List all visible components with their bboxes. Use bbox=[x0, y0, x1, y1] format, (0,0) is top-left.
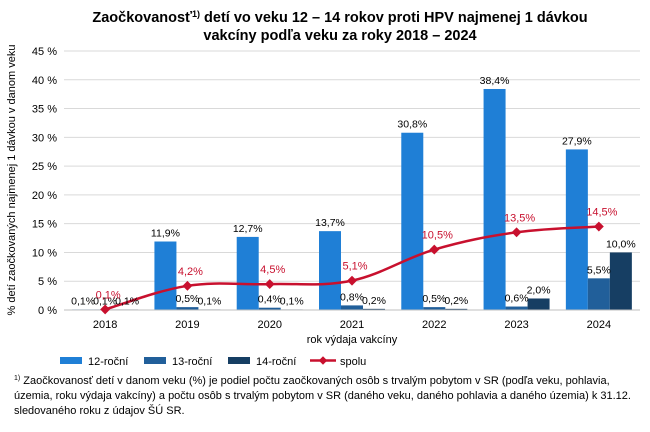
legend-label: spolu bbox=[340, 356, 366, 368]
bar-value-label: 0,1% bbox=[197, 295, 221, 307]
legend-label: 14-roční bbox=[256, 356, 296, 368]
chart: 0 % 5 % 10 % 15 % 20 % 25 % 30 % 35 % 40 % 45 % 20… bbox=[6, 45, 640, 368]
bar bbox=[401, 132, 424, 310]
chart-title: Zaočkovanosť1) detí vo veku 12 – 14 roko… bbox=[40, 9, 640, 45]
x-tick-label: 2020 bbox=[257, 319, 281, 331]
x-tick-label: 2024 bbox=[587, 319, 611, 331]
line-series bbox=[100, 221, 604, 315]
y-tick-label: 10 % bbox=[32, 247, 57, 259]
bar bbox=[587, 278, 610, 310]
gridlines bbox=[64, 50, 640, 282]
bar-value-label: 2,0% bbox=[527, 284, 551, 296]
y-tick-label: 5 % bbox=[38, 276, 57, 288]
x-tick-label: 2018 bbox=[93, 319, 117, 331]
line-value-label: 4,5% bbox=[260, 264, 285, 276]
chart-title-line-2: vakcíny podľa veku za roky 2018 – 2024 bbox=[203, 28, 477, 44]
bar-value-label: 0,2% bbox=[362, 295, 386, 307]
line-point bbox=[264, 279, 275, 290]
bar bbox=[565, 149, 588, 310]
footnote-text: Zaočkovanosť detí v danom veku (%) je po… bbox=[14, 375, 631, 417]
bar-value-label: 5,5% bbox=[587, 264, 611, 276]
line-point bbox=[429, 244, 440, 255]
bar bbox=[176, 307, 199, 310]
y-tick-label: 45 % bbox=[32, 46, 57, 58]
y-tick-label: 15 % bbox=[32, 219, 57, 231]
footnote: 1) Zaočkovanosť detí v danom veku (%) je… bbox=[14, 374, 639, 419]
line-point bbox=[182, 280, 193, 291]
bar-value-label: 13,7% bbox=[315, 217, 345, 229]
bar-value-label: 38,4% bbox=[480, 75, 510, 87]
bar-value-label: 27,9% bbox=[562, 135, 592, 147]
bar bbox=[505, 306, 528, 310]
chart-title-part-1: Zaočkovanosť bbox=[92, 10, 192, 26]
legend-label: 12-roční bbox=[88, 356, 128, 368]
bar-value-label: 10,0% bbox=[606, 238, 636, 250]
bar bbox=[483, 88, 506, 310]
line-value-label: 5,1% bbox=[342, 261, 367, 273]
y-tick-label: 35 % bbox=[32, 104, 57, 116]
line-point bbox=[347, 275, 357, 286]
chart-title-line-1: Zaočkovanosť1) detí vo veku 12 – 14 roko… bbox=[40, 9, 640, 27]
line-value-label: 14,5% bbox=[586, 207, 617, 219]
bar bbox=[363, 308, 385, 310]
bar-value-label: 0,5% bbox=[422, 293, 446, 305]
line-value-label: 10,5% bbox=[422, 230, 453, 242]
bar-value-label: 0,8% bbox=[340, 291, 364, 303]
bar-value-label: 0,4% bbox=[258, 294, 282, 306]
legend-marker bbox=[318, 356, 328, 365]
bar-value-label: 0,1% bbox=[280, 295, 304, 307]
axes: 0 % 5 % 10 % 15 % 20 % 25 % 30 % 35 % 40 % 45 % 20… bbox=[32, 46, 640, 331]
bar bbox=[445, 308, 468, 310]
line-point bbox=[511, 227, 522, 238]
y-tick-label: 0 % bbox=[38, 305, 57, 317]
bar-value-label: 0,5% bbox=[175, 293, 199, 305]
x-tick-label: 2022 bbox=[422, 319, 446, 331]
y-axis-label: % detí zaočkovaných najmenej 1 dávkou v … bbox=[6, 45, 18, 316]
chart-title-part-2: detí vo veku 12 – 14 rokov proti HPV naj… bbox=[200, 10, 588, 26]
bar-value-label: 0,1% bbox=[71, 295, 95, 307]
legend-label: 13-roční bbox=[172, 356, 212, 368]
x-axis-label: rok výdaja vakcíny bbox=[307, 334, 398, 346]
bar bbox=[527, 298, 550, 310]
line-value-label: 13,5% bbox=[504, 212, 535, 224]
line-value-label: 4,2% bbox=[178, 266, 203, 278]
bar bbox=[423, 307, 446, 310]
legend: 12-roční 13-roční 14-roční spolu bbox=[60, 356, 366, 368]
bar-value-label: 0,1% bbox=[115, 295, 139, 307]
y-tick-label: 40 % bbox=[32, 75, 57, 87]
legend-swatch bbox=[60, 357, 82, 364]
bar-value-label: 0,1% bbox=[93, 295, 117, 307]
x-tick-label: 2021 bbox=[340, 319, 364, 331]
bars bbox=[72, 88, 632, 310]
line-point bbox=[593, 221, 604, 232]
y-tick-label: 20 % bbox=[32, 190, 57, 202]
x-tick-label: 2019 bbox=[175, 319, 199, 331]
bar-value-label: 11,9% bbox=[151, 228, 180, 240]
y-tick-label: 30 % bbox=[32, 132, 57, 144]
legend-swatch bbox=[144, 357, 166, 364]
bar-value-label: 12,7% bbox=[233, 223, 263, 235]
footnote-marker: 1) bbox=[14, 375, 21, 382]
bar bbox=[609, 252, 632, 310]
bar bbox=[341, 305, 363, 310]
data-labels: 0,1%11,9% 12,7% 13,7%30,8%38,4%27,9%0,1% 0,… bbox=[71, 75, 636, 307]
x-tick-label: 2023 bbox=[504, 319, 528, 331]
legend-swatch bbox=[228, 357, 250, 364]
bar-value-label: 30,8% bbox=[397, 119, 427, 131]
bar bbox=[258, 307, 281, 310]
bar-value-label: 0,6% bbox=[505, 293, 529, 305]
bar bbox=[236, 236, 259, 310]
line-value-label: 0,1% bbox=[96, 289, 121, 301]
bar bbox=[154, 241, 177, 310]
bar-value-label: 0,2% bbox=[444, 295, 468, 307]
bar bbox=[319, 231, 341, 310]
y-tick-label: 25 % bbox=[32, 161, 57, 173]
chart-title-footnote-marker: 1) bbox=[191, 9, 200, 19]
